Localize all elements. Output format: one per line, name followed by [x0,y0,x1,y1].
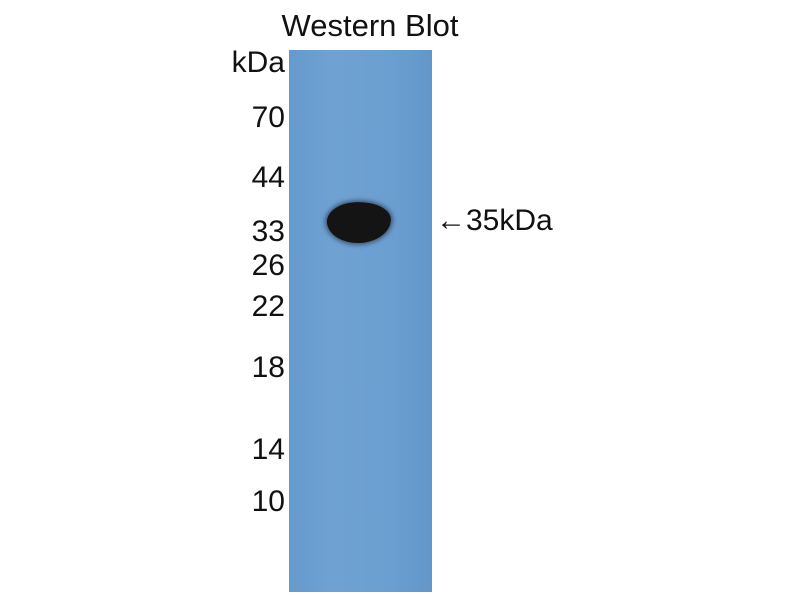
marker-33: 33 [251,215,285,248]
band-size-label: 35kDa [466,204,553,237]
marker-44: 44 [251,161,285,194]
unit-label: kDa [231,46,285,79]
marker-70: 70 [251,101,285,134]
marker-26: 26 [251,249,285,282]
marker-14: 14 [251,433,285,466]
marker-22: 22 [251,290,285,323]
marker-10: 10 [251,485,285,518]
arrow-left-icon: ← [436,204,466,237]
marker-18: 18 [251,351,285,384]
membrane-lane [289,50,432,592]
figure-title: Western Blot [281,8,459,43]
band-annotation: ←35kDa [436,204,553,238]
